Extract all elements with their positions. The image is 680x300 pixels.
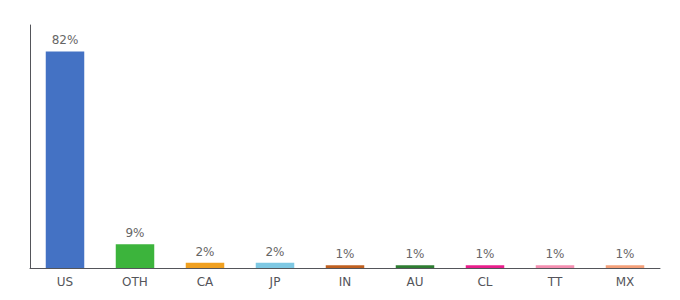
svg-text:1%: 1% <box>335 247 354 261</box>
svg-text:2%: 2% <box>265 245 284 259</box>
svg-text:OTH: OTH <box>122 275 148 289</box>
svg-text:JP: JP <box>269 275 281 289</box>
svg-text:MX: MX <box>616 275 635 289</box>
svg-text:TT: TT <box>547 275 563 289</box>
svg-text:2%: 2% <box>195 245 214 259</box>
svg-text:AU: AU <box>407 275 424 289</box>
svg-text:82%: 82% <box>52 33 79 47</box>
svg-text:1%: 1% <box>615 247 634 261</box>
svg-text:9%: 9% <box>125 226 144 240</box>
svg-text:CA: CA <box>197 275 214 289</box>
svg-text:CL: CL <box>477 275 492 289</box>
svg-text:1%: 1% <box>475 247 494 261</box>
svg-text:1%: 1% <box>405 247 424 261</box>
svg-text:IN: IN <box>339 275 352 289</box>
svg-text:US: US <box>57 275 73 289</box>
svg-text:1%: 1% <box>545 247 564 261</box>
